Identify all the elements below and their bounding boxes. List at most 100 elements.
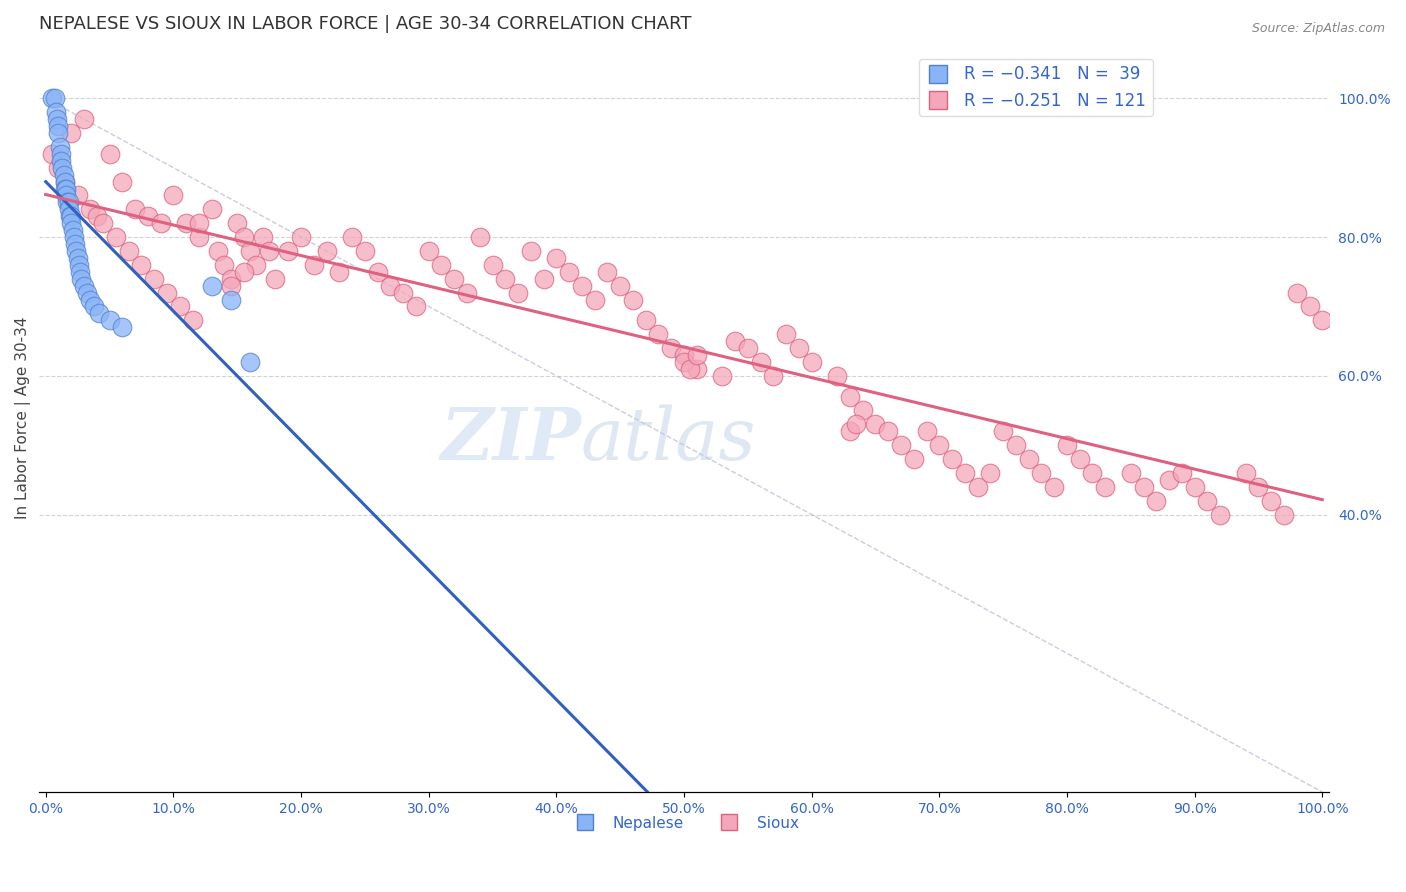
Point (903, 452, 925, 467)
Point (367, 265, 389, 279)
Point (41, 146, 63, 161)
Point (928, 438, 950, 452)
Point (1310, 313, 1333, 327)
Point (69, 265, 91, 279)
Point (353, 244, 375, 258)
Point (749, 355, 772, 369)
Point (456, 285, 478, 300)
Point (979, 466, 1001, 480)
Text: ZIP: ZIP (440, 404, 581, 475)
Point (762, 368, 785, 383)
Point (634, 313, 657, 327)
Point (239, 244, 262, 258)
Point (1157, 473, 1180, 487)
Point (201, 278, 224, 293)
Point (60, 216, 83, 230)
Point (1144, 493, 1167, 508)
Point (1132, 480, 1154, 494)
Point (53, 175, 76, 189)
Point (915, 425, 938, 439)
Point (380, 278, 402, 293)
Point (1298, 300, 1320, 314)
Point (405, 300, 427, 314)
Point (156, 285, 179, 300)
Point (672, 355, 695, 369)
Point (468, 230, 491, 244)
Point (609, 278, 631, 293)
Point (41, 91, 63, 105)
Point (724, 334, 747, 348)
Point (1234, 466, 1257, 480)
Point (392, 285, 415, 300)
Point (73, 112, 96, 127)
Point (264, 271, 287, 285)
Point (46, 112, 69, 127)
Point (91, 216, 114, 230)
Point (48, 161, 70, 175)
Point (62, 223, 84, 237)
Point (226, 216, 249, 230)
Point (277, 244, 299, 258)
Point (991, 425, 1014, 439)
Point (621, 293, 644, 307)
Point (290, 230, 312, 244)
Point (149, 216, 172, 230)
Point (70, 271, 93, 285)
Point (686, 348, 709, 362)
Point (1285, 285, 1308, 300)
Point (98, 313, 121, 327)
Point (315, 244, 337, 258)
Point (59, 209, 82, 223)
Point (1119, 466, 1142, 480)
Point (65, 244, 87, 258)
Point (143, 271, 166, 285)
Point (131, 258, 153, 272)
Point (63, 237, 86, 252)
Point (1069, 452, 1091, 467)
Point (232, 265, 254, 279)
Point (245, 258, 267, 272)
Point (1005, 438, 1028, 452)
Point (686, 362, 709, 376)
Point (845, 417, 868, 432)
Point (53, 181, 76, 195)
Point (679, 362, 702, 376)
Point (252, 230, 274, 244)
Point (328, 265, 350, 279)
Point (49, 140, 72, 154)
Point (877, 425, 900, 439)
Point (890, 438, 912, 452)
Point (659, 341, 682, 355)
Point (443, 271, 465, 285)
Point (104, 230, 127, 244)
Point (506, 285, 529, 300)
Point (111, 175, 134, 189)
Point (124, 202, 146, 217)
Point (711, 368, 734, 383)
Point (787, 341, 810, 355)
Text: atlas: atlas (581, 405, 756, 475)
Point (533, 271, 555, 285)
Point (302, 258, 325, 272)
Point (825, 368, 848, 383)
Point (494, 271, 516, 285)
Point (647, 327, 669, 342)
Point (583, 293, 606, 307)
Point (257, 244, 280, 258)
Point (207, 244, 229, 258)
Point (1018, 452, 1040, 467)
Point (89, 306, 111, 320)
Point (73, 278, 96, 293)
Point (571, 278, 593, 293)
Point (48, 126, 70, 140)
Point (66, 188, 89, 202)
Point (430, 258, 453, 272)
Point (52, 168, 75, 182)
Point (136, 209, 159, 223)
Point (239, 355, 262, 369)
Legend: Nepalese, Sioux: Nepalese, Sioux (564, 810, 804, 837)
Point (44, 91, 66, 105)
Point (79, 293, 101, 307)
Point (219, 271, 242, 285)
Point (1272, 508, 1295, 522)
